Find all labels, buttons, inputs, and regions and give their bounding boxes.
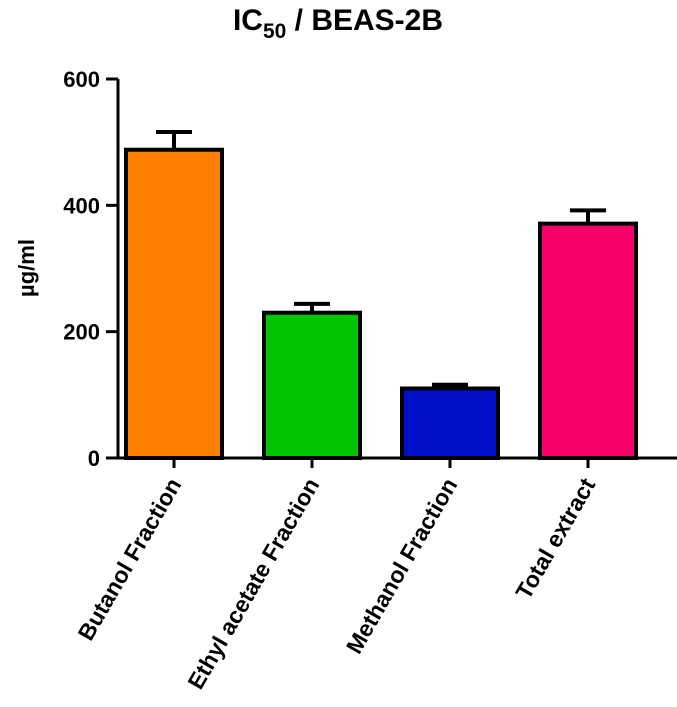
bar-4: [538, 221, 638, 460]
y-tick-label-4: 600: [63, 67, 100, 92]
bar-2: [262, 310, 362, 461]
chart-title: IC50 / BEAS-2B: [233, 4, 443, 43]
chart-title-main: IC: [233, 4, 263, 37]
y-tick-label-3: 400: [63, 193, 100, 218]
bar-1: [124, 147, 224, 460]
y-tick-label-2: 200: [63, 320, 100, 345]
x-tick-label-3: Methanol Fraction: [341, 474, 463, 659]
x-tick-label-1: Butanol Fraction: [72, 474, 186, 645]
bar-3: [400, 386, 500, 460]
x-tick-label-4: Total extract: [510, 473, 600, 603]
chart-title-subscript: 50: [263, 20, 286, 43]
y-axis-label: µg/ml: [14, 239, 39, 297]
y-tick-label-1: 0: [88, 446, 100, 471]
x-tick-label-2: Ethyl acetate Fraction: [182, 474, 324, 694]
bars-layer: [124, 130, 638, 461]
chart-title-suffix: / BEAS-2B: [286, 4, 443, 37]
